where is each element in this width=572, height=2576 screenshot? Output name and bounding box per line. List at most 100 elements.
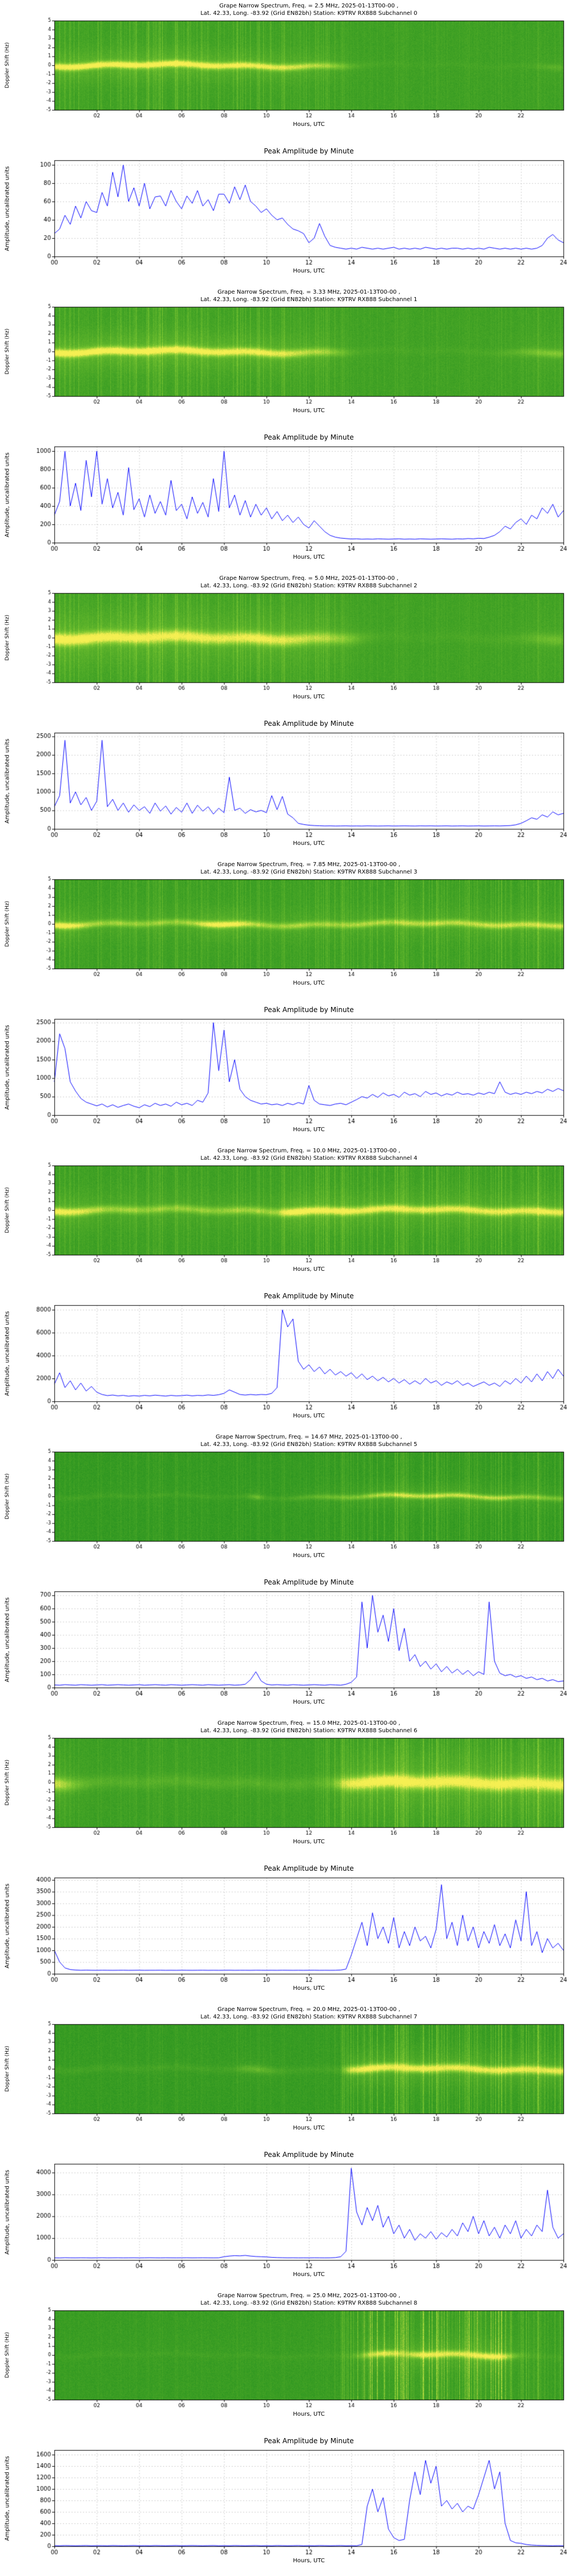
spectrogram-plot: [0, 2004, 572, 2147]
amplitude-xlabel: Hours, UTC: [293, 2558, 325, 2564]
amplitude-plot: [0, 2147, 572, 2290]
spectrogram-subtitle: Lat. 42.33, Long. -83.92 (Grid EN82bh) S…: [200, 10, 418, 17]
spectrogram-ylabel-text: Doppler Shift (Hz): [5, 614, 11, 661]
spectrogram-subtitle: Lat. 42.33, Long. -83.92 (Grid EN82bh) S…: [200, 1728, 418, 1734]
amplitude-title: Peak Amplitude by Minute: [264, 1578, 354, 1586]
amplitude-figure: Peak Amplitude by Minute Amplitude, unca…: [0, 429, 572, 572]
spectrogram-figure: Grape Narrow Spectrum, Freq. = 14.67 MHz…: [0, 1431, 572, 1574]
subchannel-panel-2: Grape Narrow Spectrum, Freq. = 5.0 MHz, …: [0, 572, 572, 859]
spectrogram-figure: Grape Narrow Spectrum, Freq. = 3.33 MHz,…: [0, 286, 572, 429]
amplitude-ylabel-text: Amplitude, uncalibrated units: [4, 452, 11, 538]
amplitude-plot: [0, 143, 572, 286]
spectrogram-plot: [0, 0, 572, 143]
amplitude-figure: Peak Amplitude by Minute Amplitude, unca…: [0, 143, 572, 286]
spectrogram-ylabel-text: Doppler Shift (Hz): [5, 1759, 11, 1806]
amplitude-title: Peak Amplitude by Minute: [264, 720, 354, 728]
amplitude-xlabel: Hours, UTC: [293, 1127, 325, 1133]
spectrogram-figure: Grape Narrow Spectrum, Freq. = 10.0 MHz,…: [0, 1145, 572, 1288]
spectrogram-plot: [0, 572, 572, 716]
amplitude-plot: [0, 1574, 572, 1717]
amplitude-title: Peak Amplitude by Minute: [264, 1006, 354, 1014]
spectrogram-subtitle: Lat. 42.33, Long. -83.92 (Grid EN82bh) S…: [200, 1441, 418, 1448]
subchannel-panel-8: Grape Narrow Spectrum, Freq. = 25.0 MHz,…: [0, 2290, 572, 2576]
spectrogram-xlabel: Hours, UTC: [293, 1552, 325, 1559]
amplitude-xlabel: Hours, UTC: [293, 2271, 325, 2278]
spectrogram-plot: [0, 859, 572, 1002]
amplitude-plot: [0, 2433, 572, 2576]
amplitude-xlabel: Hours, UTC: [293, 1985, 325, 1992]
spectrogram-subtitle: Lat. 42.33, Long. -83.92 (Grid EN82bh) S…: [200, 583, 418, 589]
amplitude-title: Peak Amplitude by Minute: [264, 1292, 354, 1300]
spectrogram-title: Grape Narrow Spectrum, Freq. = 2.5 MHz, …: [219, 3, 399, 9]
amplitude-title: Peak Amplitude by Minute: [264, 2437, 354, 2445]
spectrogram-title: Grape Narrow Spectrum, Freq. = 14.67 MHz…: [216, 1434, 402, 1440]
subchannel-panel-5: Grape Narrow Spectrum, Freq. = 14.67 MHz…: [0, 1431, 572, 1717]
spectrogram-xlabel: Hours, UTC: [293, 408, 325, 414]
amplitude-xlabel: Hours, UTC: [293, 268, 325, 274]
spectrogram-ylabel: Doppler Shift (Hz): [1, 593, 14, 682]
spectrogram-ylabel-text: Doppler Shift (Hz): [5, 2045, 11, 2092]
amplitude-ylabel-text: Amplitude, uncalibrated units: [4, 1310, 11, 1396]
amplitude-figure: Peak Amplitude by Minute Amplitude, unca…: [0, 1860, 572, 2004]
amplitude-title: Peak Amplitude by Minute: [264, 1864, 354, 1872]
amplitude-ylabel: Amplitude, uncalibrated units: [1, 1305, 14, 1401]
spectrogram-xlabel: Hours, UTC: [293, 980, 325, 986]
spectrogram-xlabel: Hours, UTC: [293, 1839, 325, 1845]
spectrogram-figure: Grape Narrow Spectrum, Freq. = 20.0 MHz,…: [0, 2004, 572, 2147]
amplitude-xlabel: Hours, UTC: [293, 1699, 325, 1705]
spectrogram-ylabel: Doppler Shift (Hz): [1, 1452, 14, 1541]
amplitude-figure: Peak Amplitude by Minute Amplitude, unca…: [0, 2433, 572, 2576]
subchannel-panel-3: Grape Narrow Spectrum, Freq. = 7.85 MHz,…: [0, 859, 572, 1145]
amplitude-ylabel-text: Amplitude, uncalibrated units: [4, 2169, 11, 2255]
subchannel-panel-4: Grape Narrow Spectrum, Freq. = 10.0 MHz,…: [0, 1145, 572, 1431]
amplitude-figure: Peak Amplitude by Minute Amplitude, unca…: [0, 2147, 572, 2290]
amplitude-ylabel: Amplitude, uncalibrated units: [1, 2450, 14, 2546]
spectrogram-figure: Grape Narrow Spectrum, Freq. = 15.0 MHz,…: [0, 1717, 572, 1860]
spectrogram-plot: [0, 2290, 572, 2433]
spectrogram-figure: Grape Narrow Spectrum, Freq. = 25.0 MHz,…: [0, 2290, 572, 2433]
amplitude-ylabel: Amplitude, uncalibrated units: [1, 2164, 14, 2260]
spectrogram-ylabel: Doppler Shift (Hz): [1, 307, 14, 396]
amplitude-ylabel-text: Amplitude, uncalibrated units: [4, 738, 11, 824]
spectrogram-xlabel: Hours, UTC: [293, 2125, 325, 2131]
subchannel-panel-1: Grape Narrow Spectrum, Freq. = 3.33 MHz,…: [0, 286, 572, 572]
spectrogram-xlabel: Hours, UTC: [293, 694, 325, 700]
amplitude-figure: Peak Amplitude by Minute Amplitude, unca…: [0, 1288, 572, 1431]
spectrogram-title: Grape Narrow Spectrum, Freq. = 5.0 MHz, …: [219, 575, 399, 582]
amplitude-title: Peak Amplitude by Minute: [264, 433, 354, 441]
spectrogram-ylabel-text: Doppler Shift (Hz): [5, 1187, 11, 1234]
spectrogram-ylabel-text: Doppler Shift (Hz): [5, 900, 11, 947]
spectrogram-title: Grape Narrow Spectrum, Freq. = 15.0 MHz,…: [217, 1720, 400, 1726]
amplitude-ylabel: Amplitude, uncalibrated units: [1, 1019, 14, 1115]
spectrogram-ylabel-text: Doppler Shift (Hz): [5, 328, 11, 375]
spectrogram-plot: [0, 1431, 572, 1574]
spectrogram-title: Grape Narrow Spectrum, Freq. = 20.0 MHz,…: [217, 2006, 400, 2013]
amplitude-plot: [0, 429, 572, 572]
spectrogram-subtitle: Lat. 42.33, Long. -83.92 (Grid EN82bh) S…: [200, 297, 418, 303]
subchannel-panel-6: Grape Narrow Spectrum, Freq. = 15.0 MHz,…: [0, 1717, 572, 2004]
spectrogram-ylabel-text: Doppler Shift (Hz): [5, 42, 11, 89]
spectrogram-figure: Grape Narrow Spectrum, Freq. = 7.85 MHz,…: [0, 859, 572, 1002]
amplitude-figure: Peak Amplitude by Minute Amplitude, unca…: [0, 1574, 572, 1717]
amplitude-xlabel: Hours, UTC: [293, 1413, 325, 1419]
amplitude-xlabel: Hours, UTC: [293, 840, 325, 847]
spectrogram-title: Grape Narrow Spectrum, Freq. = 10.0 MHz,…: [217, 1148, 400, 1154]
spectrogram-ylabel-text: Doppler Shift (Hz): [5, 2332, 11, 2379]
spectrogram-subtitle: Lat. 42.33, Long. -83.92 (Grid EN82bh) S…: [200, 2014, 418, 2020]
amplitude-title: Peak Amplitude by Minute: [264, 2151, 354, 2159]
amplitude-plot: [0, 1288, 572, 1431]
amplitude-figure: Peak Amplitude by Minute Amplitude, unca…: [0, 716, 572, 859]
spectrogram-figure: Grape Narrow Spectrum, Freq. = 2.5 MHz, …: [0, 0, 572, 143]
subchannel-panel-0: Grape Narrow Spectrum, Freq. = 2.5 MHz, …: [0, 0, 572, 286]
amplitude-plot: [0, 1002, 572, 1145]
spectrogram-plot: [0, 1717, 572, 1860]
amplitude-ylabel: Amplitude, uncalibrated units: [1, 1591, 14, 1688]
spectrogram-figure: Grape Narrow Spectrum, Freq. = 5.0 MHz, …: [0, 572, 572, 716]
amplitude-ylabel-text: Amplitude, uncalibrated units: [4, 1597, 11, 1682]
amplitude-xlabel: Hours, UTC: [293, 554, 325, 560]
spectrogram-title: Grape Narrow Spectrum, Freq. = 3.33 MHz,…: [217, 289, 400, 295]
spectrogram-title: Grape Narrow Spectrum, Freq. = 25.0 MHz,…: [217, 2293, 400, 2299]
spectrogram-ylabel: Doppler Shift (Hz): [1, 1165, 14, 1255]
spectrogram-ylabel: Doppler Shift (Hz): [1, 879, 14, 969]
